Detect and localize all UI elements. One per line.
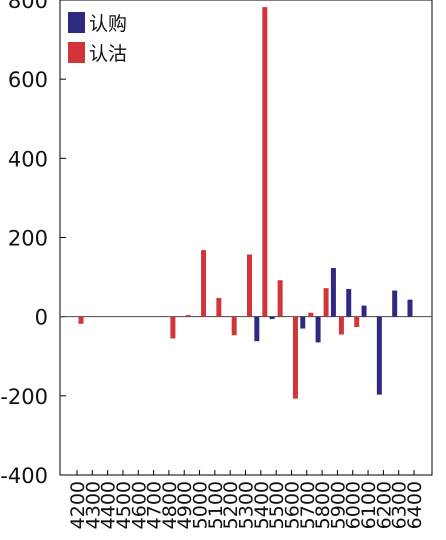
legend-swatch-put — [68, 42, 85, 63]
legend-swatch-call — [68, 12, 85, 33]
bar-put — [201, 250, 207, 317]
bar-put — [292, 316, 298, 399]
bar-put — [185, 315, 191, 317]
bar-put — [247, 254, 252, 317]
bar-put — [78, 316, 84, 324]
bar-put — [231, 316, 237, 336]
legend-label-call: 认购 — [89, 13, 127, 35]
x-tick-label: 5000 — [190, 481, 212, 529]
bars — [78, 7, 413, 399]
bar-call — [392, 290, 398, 317]
x-axis: 4200430044004500460047004800490050005100… — [67, 470, 426, 529]
bar-put — [323, 288, 329, 317]
x-tick-label: 4700 — [144, 481, 166, 529]
x-tick-label: 4200 — [67, 481, 89, 529]
y-tick-label: 800 — [8, 0, 48, 13]
x-tick-label: 5500 — [266, 481, 288, 529]
x-tick-label: 6400 — [404, 481, 426, 529]
x-tick-label: 5300 — [236, 481, 258, 529]
bar-call — [254, 316, 260, 342]
bar-put — [262, 7, 268, 317]
y-tick-label: 0 — [35, 306, 48, 330]
x-tick-label: 4600 — [128, 481, 150, 529]
bar-call — [346, 288, 352, 317]
bar-put — [338, 316, 344, 335]
bar-call — [300, 316, 306, 329]
bar-call — [407, 299, 413, 317]
legend-label-put: 认沽 — [89, 43, 127, 65]
bar-put — [216, 298, 222, 317]
x-tick-label: 5700 — [297, 481, 319, 529]
bar-put — [354, 316, 360, 327]
x-tick-label: 5400 — [251, 481, 273, 529]
y-axis: -400 -200 0 200 400 600 800 — [0, 0, 66, 488]
x-tick-label: 4300 — [82, 481, 104, 529]
y-tick-label: -400 — [0, 464, 48, 488]
x-tick-label: 4400 — [98, 481, 120, 529]
bar-call — [361, 305, 367, 317]
x-tick-label: 6000 — [343, 481, 365, 529]
bar-call — [376, 316, 382, 395]
x-tick-label: 4500 — [113, 481, 135, 529]
x-tick-label: 6300 — [389, 481, 411, 529]
bar-put — [308, 312, 314, 317]
x-tick-label: 4900 — [174, 481, 196, 529]
bar-put — [170, 316, 176, 339]
x-tick-label: 5900 — [327, 481, 349, 529]
plot-frame — [59, 0, 433, 476]
bar-call — [330, 267, 336, 317]
x-tick-label: 4800 — [159, 481, 181, 529]
y-tick-label: -200 — [0, 385, 48, 409]
x-tick-label: 5100 — [205, 481, 227, 529]
x-tick-label: 6200 — [373, 481, 395, 529]
bar-call — [269, 316, 275, 320]
x-tick-label: 5800 — [312, 481, 334, 529]
x-tick-label: 6100 — [358, 481, 380, 529]
x-tick-label: 5600 — [281, 481, 303, 529]
legend: 认购 认沽 — [68, 12, 127, 65]
bar-call — [315, 316, 321, 343]
bar-put — [277, 280, 283, 317]
y-tick-label: 400 — [8, 147, 48, 171]
y-tick-label: 200 — [8, 227, 48, 251]
x-tick-label: 5200 — [220, 481, 242, 529]
y-tick-label: 600 — [8, 68, 48, 92]
